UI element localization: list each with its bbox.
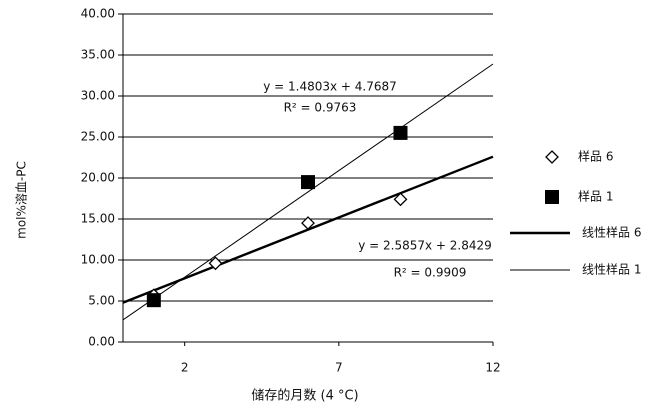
- annotation: R² = 0.9909: [394, 266, 467, 280]
- square-marker: [301, 175, 315, 190]
- y-axis-label: mol%溶血-PC: [14, 161, 29, 239]
- diamond-marker: [545, 150, 559, 164]
- y-tick-label: 10.00: [81, 253, 115, 267]
- legend-label: 线性样品 1: [582, 262, 641, 277]
- diamond-marker: [208, 256, 223, 271]
- y-tick-label: 5.00: [88, 294, 115, 308]
- square-marker: [393, 125, 408, 140]
- legend-label: 线性样品 6: [582, 225, 641, 240]
- y-tick-label: 40.00: [81, 7, 115, 21]
- y-tick-label: 30.00: [81, 89, 115, 103]
- annotation: R² = 0.9763: [284, 101, 357, 115]
- x-tick-label: 2: [181, 361, 189, 375]
- y-tick-label: 0.00: [88, 335, 115, 349]
- annotation: y = 1.4803x + 4.7687: [263, 80, 397, 94]
- square-marker: [545, 190, 559, 204]
- square-marker: [146, 293, 161, 308]
- diamond-marker: [393, 192, 408, 207]
- y-tick-label: 25.00: [81, 130, 115, 144]
- y-tick-label: 20.00: [81, 171, 115, 185]
- y-tick-label: 35.00: [81, 48, 115, 62]
- trend-line: [122, 63, 494, 321]
- diamond-marker: [301, 216, 315, 231]
- x-tick-label: 12: [485, 361, 500, 375]
- x-axis-label: 储存的月数 (4 °C): [251, 388, 358, 404]
- legend-label: 样品 1: [578, 189, 613, 204]
- x-tick-label: 7: [335, 361, 343, 375]
- y-tick-label: 15.00: [81, 212, 115, 226]
- legend-label: 样品 6: [578, 149, 613, 164]
- annotation: y = 2.5857x + 2.8429: [358, 239, 492, 253]
